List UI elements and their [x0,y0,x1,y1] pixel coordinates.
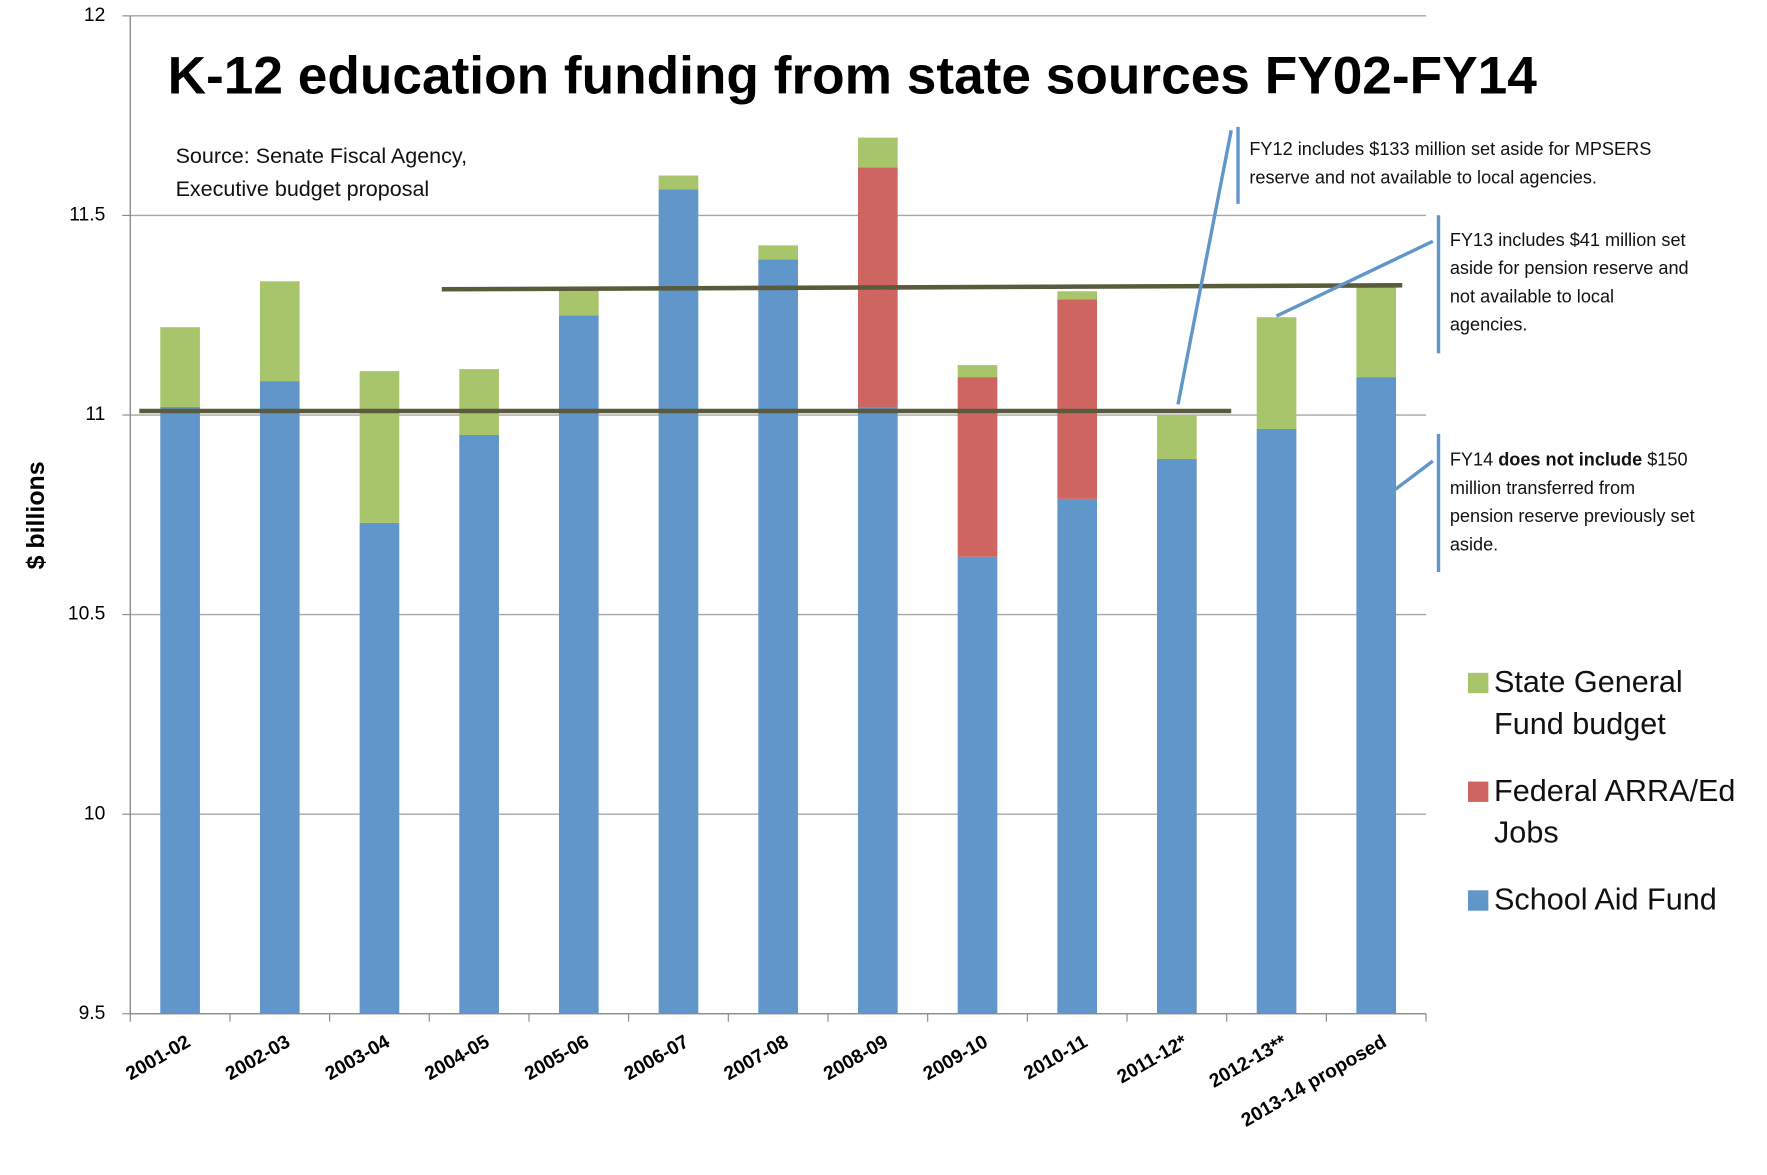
x-tick-label: 2010-11 [1021,1031,1092,1084]
legend-item: State General Fund budget [1467,661,1751,745]
bar-segment [359,371,400,523]
bar-segment [858,407,898,1014]
bar-segment [758,259,798,1014]
legend-item: Federal ARRA/Ed Jobs [1467,770,1751,854]
bar-segment [1157,458,1197,1014]
y-tick-label: 12 [84,5,105,26]
bar-segment [558,289,599,316]
x-tick-label: 2005-06 [521,1031,593,1085]
source-line: Executive budget proposal [175,177,430,202]
annotation-line: FY12 includes $133 million set aside for… [1249,136,1651,164]
legend-swatch [1467,672,1489,694]
y-tick-label: 9.5 [79,1003,106,1024]
annotation-text: $150 [1642,450,1688,471]
bar-segment [558,315,599,1014]
bar-segment [1057,291,1098,300]
x-tick-label: 2001-02 [123,1031,195,1085]
bar-segment [259,381,300,1014]
y-tick-label: 11 [85,404,105,425]
annotation: FY14 does not include $150 million transf… [1450,446,1695,559]
annotation-text: aside for pension reserve and [1449,259,1689,279]
annotation-line: aside. [1450,531,1695,559]
annotation-text: reserve and not available to local agenc… [1249,168,1597,189]
callout-line [1176,129,1233,405]
bar-segment [658,175,699,190]
source-line: Source: Senate Fiscal Agency, [175,144,468,169]
bar-segment [1256,428,1297,1014]
x-tick-label: 2012-13** [1206,1031,1291,1092]
bar-segment [459,369,499,435]
y-tick-label: 10 [84,803,105,824]
legend-swatch [1467,781,1489,802]
y-tick-label: 11.5 [69,205,105,226]
legend-label: School Aid Fund [1494,882,1717,917]
annotation-text: does not include [1498,450,1643,471]
bar-segment [359,522,400,1014]
source-note: Source: Senate Fiscal Agency, Executive b… [176,140,468,206]
legend-label: Federal ARRA/Ed Jobs [1494,773,1736,850]
x-tick-label: 2003-04 [322,1031,394,1085]
annotation-line: pension reserve previously set [1450,503,1695,531]
annotation: FY13 includes $41 million set aside for p… [1450,227,1689,340]
annotation-text: agencies. [1449,316,1528,336]
bar-segment [459,434,499,1014]
bar-segment [1256,317,1297,429]
legend-item: School Aid Fund [1467,879,1751,921]
bar-segment [259,281,300,382]
callout-line [1275,239,1434,318]
x-tick-label: 2007-08 [721,1031,793,1085]
y-tick-label: 10.5 [68,604,105,625]
annotation-line: not available to local [1450,283,1689,311]
x-tick-label: 2008-09 [820,1031,892,1085]
reference-line [441,283,1403,292]
annotation-text: million transferred from [1449,479,1636,499]
annotation-text: pension reserve previously set [1449,507,1695,527]
bar-segment [957,556,998,1014]
annotation-line: aside for pension reserve and [1450,255,1689,283]
bar-segment [957,365,998,378]
annotation-text: not available to local [1449,287,1615,307]
chart-title: K-12 education funding from state source… [168,46,1538,105]
legend-label: State General Fund budget [1494,664,1683,741]
x-tick-label: 2006-07 [621,1031,693,1085]
x-tick-label: 2011-12* [1114,1031,1192,1088]
bar-segment [1057,498,1098,1014]
annotation-text: FY14 [1449,450,1499,471]
annotation-line: FY14 does not include $150 [1450,446,1695,474]
bar-segment [160,407,200,1014]
annotation-line: million transferred from [1450,475,1695,503]
x-tick-label: 2002-03 [222,1031,294,1085]
x-tick-label: 2009-10 [920,1031,992,1085]
bar-segment [858,137,898,168]
annotation-text: FY13 includes $41 million set [1449,231,1686,251]
annotation-line: FY13 includes $41 million set [1450,227,1689,255]
bar-segment [1057,299,1098,499]
bar-segment [1356,377,1397,1014]
annotation-text: aside. [1449,535,1499,556]
bar-segment [957,377,998,557]
annotation-text: FY12 includes $133 million set aside for… [1249,140,1652,160]
bar-segment [160,327,200,408]
x-tick-label: 2004-05 [422,1031,494,1085]
bar-segment [1356,285,1397,378]
y-axis-label: $ billions [22,461,50,569]
bar-segment [1157,415,1197,459]
annotation-line: agencies. [1450,311,1689,339]
callout-line [1394,459,1434,491]
annotation: FY12 includes $133 million set aside for… [1249,136,1651,193]
legend-swatch [1467,890,1489,911]
annotation-line: reserve and not available to local agenc… [1249,164,1651,192]
bar-segment [758,245,798,260]
bar-segment [658,189,699,1014]
